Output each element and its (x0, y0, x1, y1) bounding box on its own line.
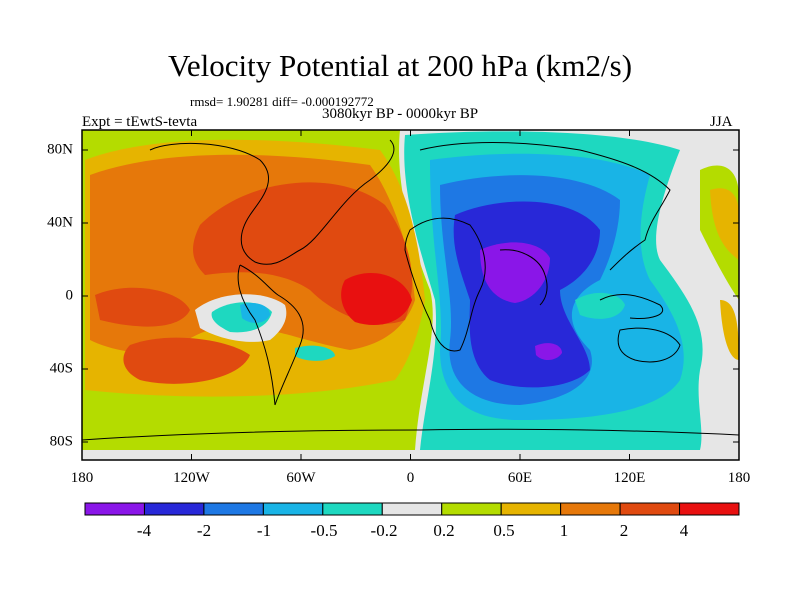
colorbar-swatch (143, 502, 205, 516)
lon-label-180e: 180 (727, 470, 751, 486)
colorbar-swatch (619, 502, 681, 516)
colorbar-swatch (679, 502, 740, 516)
season-label: JJA (710, 114, 733, 130)
map-title: Velocity Potential at 200 hPa (km2/s) (167, 48, 633, 83)
colorbar-swatch (500, 502, 562, 516)
velocity-potential-field (82, 130, 739, 460)
colorbar-swatch (322, 502, 383, 516)
experiment-label: Expt = tEwtS-tevta (82, 114, 198, 130)
coastlines (82, 139, 739, 441)
rmsd-stats-text: rmsd= 1.90281 diff= -0.000192772 (190, 94, 374, 109)
colorbar-swatch (84, 502, 145, 516)
lat-label-0: 0 (65, 287, 74, 304)
lon-label-120w: 120W (173, 470, 210, 486)
lon-label-180w: 180 (70, 470, 94, 486)
colorbar-label: 0.2 (433, 521, 455, 540)
colorbar-label: 0.5 (493, 521, 515, 540)
lon-label-60e: 60E (507, 470, 533, 486)
colorbar (84, 502, 740, 516)
colorbar-swatch (381, 502, 443, 516)
lat-label-40n: 40N (47, 214, 73, 231)
colorbar-label: 4 (679, 521, 689, 540)
colorbar-label: -0.2 (370, 521, 398, 540)
colorbar-label: 2 (619, 521, 629, 540)
colorbar-label: -0.5 (310, 521, 338, 540)
period-label: 3080kyr BP - 0000kyr BP (322, 106, 479, 122)
colorbar-swatch (560, 502, 621, 516)
colorbar-label: -2 (196, 521, 212, 540)
lat-label-80s: 80S (49, 433, 73, 450)
lat-label-80n: 80N (47, 141, 73, 158)
axis-ticks (81, 130, 740, 460)
lon-label-60w: 60W (286, 470, 316, 486)
lat-label-40s: 40S (49, 360, 73, 377)
lon-label-0: 0 (406, 470, 415, 486)
lon-label-120e: 120E (613, 470, 646, 486)
colorbar-swatch (441, 502, 502, 516)
colorbar-swatch (262, 502, 324, 516)
colorbar-label: -1 (256, 521, 272, 540)
colorbar-label: -4 (136, 521, 152, 540)
colorbar-swatch (203, 502, 264, 516)
colorbar-label: 1 (559, 521, 569, 540)
